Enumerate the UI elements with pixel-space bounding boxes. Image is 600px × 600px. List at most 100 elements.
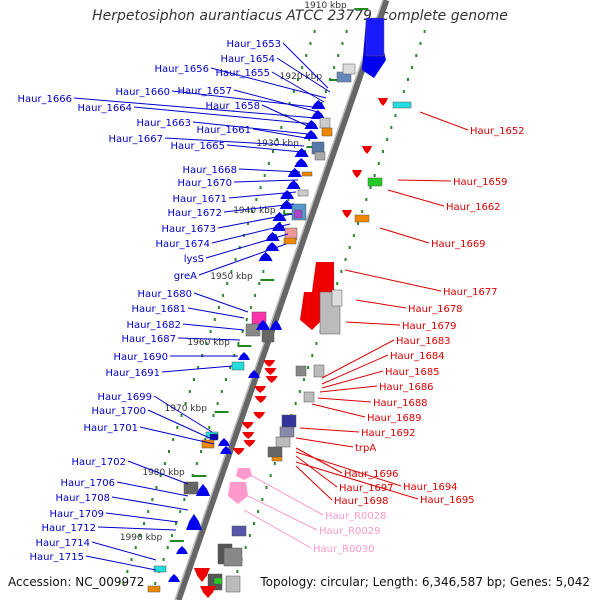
gene-label-haur-1670[interactable]: Haur_1670 [177,178,232,189]
reverse-gene-arrow[interactable] [253,412,266,419]
gene-label-haur-1688[interactable]: Haur_1688 [373,398,428,409]
forward-gene-arrow[interactable] [270,320,282,330]
feature-block[interactable] [342,63,356,75]
reverse-gene-arrow[interactable] [242,432,255,439]
forward-gene-arrow[interactable] [287,168,302,177]
rna-label-haur-r0029[interactable]: Haur_R0029 [319,526,381,537]
gene-label-haur-1709[interactable]: Haur_1709 [49,509,104,520]
gene-label-haur-1715[interactable]: Haur_1715 [29,552,84,563]
forward-gene-arrow[interactable] [176,546,188,554]
gene-label-haur-1660[interactable]: Haur_1660 [115,87,170,98]
reverse-gene-arrow[interactable] [241,422,254,429]
gene-label-haur-1699[interactable]: Haur_1699 [97,392,152,403]
forward-gene-arrow[interactable] [168,574,180,582]
feature-block[interactable] [261,329,275,343]
feature-block[interactable] [321,127,333,137]
gene-label-haur-1673[interactable]: Haur_1673 [161,224,216,235]
reverse-gene-arrow[interactable] [200,586,216,598]
gene-label-haur-1672[interactable]: Haur_1672 [167,208,222,219]
gene-label-haur-1671[interactable]: Haur_1671 [172,194,227,205]
gene-label-haur-1701[interactable]: Haur_1701 [83,423,138,434]
feature-block[interactable] [183,481,199,495]
forward-gene-arrow[interactable] [310,110,325,119]
gene-label-grea[interactable]: greA [174,271,197,282]
gene-label-haur-1706[interactable]: Haur_1706 [60,478,115,489]
gene-label-haur-1661[interactable]: Haur_1661 [196,125,251,136]
forward-gene-arrow[interactable] [265,242,280,251]
gene-label-haur-1655[interactable]: Haur_1655 [215,68,270,79]
feature-block[interactable] [331,289,343,307]
gene-label-haur-1666[interactable]: Haur_1666 [17,94,72,105]
gene-label-haur-1679[interactable]: Haur_1679 [402,321,457,332]
forward-gene-arrow[interactable] [256,320,270,330]
gene-label-haur-1696[interactable]: Haur_1696 [344,469,399,480]
feature-block[interactable] [225,575,241,593]
feature-block[interactable] [275,436,291,448]
forward-gene-arrow[interactable] [280,190,295,199]
feature-block[interactable] [303,391,315,403]
reverse-gene-arrow[interactable] [264,368,277,375]
gene-label-haur-1678[interactable]: Haur_1678 [408,304,463,315]
gene-label-haur-1665[interactable]: Haur_1665 [170,141,225,152]
gene-label-haur-1656[interactable]: Haur_1656 [154,64,209,75]
feature-block[interactable] [297,189,309,197]
gene-label-haur-1664[interactable]: Haur_1664 [77,103,132,114]
gene-label-haur-1685[interactable]: Haur_1685 [385,367,440,378]
gene-label-haur-1697[interactable]: Haur_1697 [339,483,394,494]
gene-label-haur-1690[interactable]: Haur_1690 [113,352,168,363]
gene-label-haur-1658[interactable]: Haur_1658 [205,101,260,112]
forward-gene-arrow[interactable] [294,158,309,167]
gene-label-haur-1667[interactable]: Haur_1667 [108,134,163,145]
gene-label-haur-1714[interactable]: Haur_1714 [35,538,90,549]
feature-block[interactable] [279,426,295,438]
forward-gene-arrow[interactable] [186,514,202,530]
gene-label-haur-1689[interactable]: Haur_1689 [367,413,422,424]
forward-gene-arrow[interactable] [258,252,273,261]
gene-label-haur-1702[interactable]: Haur_1702 [71,457,126,468]
gene-label-haur-1687[interactable]: Haur_1687 [121,334,176,345]
gene-label-haur-1663[interactable]: Haur_1663 [136,118,191,129]
rna-gene-arrow[interactable] [228,482,248,504]
gene-label-haur-1677[interactable]: Haur_1677 [443,287,498,298]
reverse-gene-arrow[interactable] [254,396,267,403]
gene-label-haur-1668[interactable]: Haur_1668 [182,165,237,176]
feature-block[interactable] [354,214,370,223]
feature-block[interactable] [301,171,313,177]
gene-label-haur-1662[interactable]: Haur_1662 [446,202,501,213]
gene-label-haur-1698[interactable]: Haur_1698 [334,496,389,507]
feature-block[interactable] [314,151,326,161]
feature-block[interactable] [313,364,325,378]
gene-label-haur-1684[interactable]: Haur_1684 [390,351,445,362]
reverse-gene-arrow[interactable] [265,376,278,383]
gene-label-haur-1686[interactable]: Haur_1686 [379,382,434,393]
feature-block[interactable] [231,525,247,537]
forward-gene-arrow[interactable] [265,232,280,241]
gene-label-haur-1653[interactable]: Haur_1653 [226,39,281,50]
feature-block[interactable] [213,577,223,585]
feature-block[interactable] [153,565,167,573]
gene-label-trpa[interactable]: trpA [355,443,376,454]
rna-label-haur-r0028[interactable]: Haur_R0028 [325,511,387,522]
forward-gene-arrow[interactable] [218,438,230,446]
forward-gene-arrow[interactable] [304,120,319,129]
forward-gene-arrow[interactable] [238,352,250,360]
reverse-gene-arrow[interactable] [232,448,245,455]
reverse-gene-arrow[interactable] [263,360,276,367]
feature-block[interactable] [283,237,297,245]
feature-block[interactable] [223,547,243,567]
forward-gene-block[interactable] [365,17,385,57]
feature-block[interactable] [231,361,245,371]
reverse-gene-arrow[interactable] [352,170,362,178]
gene-label-haur-1680[interactable]: Haur_1680 [137,289,192,300]
forward-gene-arrow[interactable] [294,148,309,157]
gene-label-haur-1657[interactable]: Haur_1657 [177,86,232,97]
feature-block[interactable] [271,456,283,462]
feature-block[interactable] [367,177,383,187]
feature-block[interactable] [319,117,331,129]
forward-gene-arrow[interactable] [196,484,210,496]
reverse-gene-arrow[interactable] [254,386,267,393]
reverse-gene-large-arrow[interactable] [300,292,322,330]
rna-label-haur-r0030[interactable]: Haur_R0030 [313,544,375,555]
reverse-gene-arrow[interactable] [378,98,388,106]
feature-block[interactable] [295,365,307,377]
